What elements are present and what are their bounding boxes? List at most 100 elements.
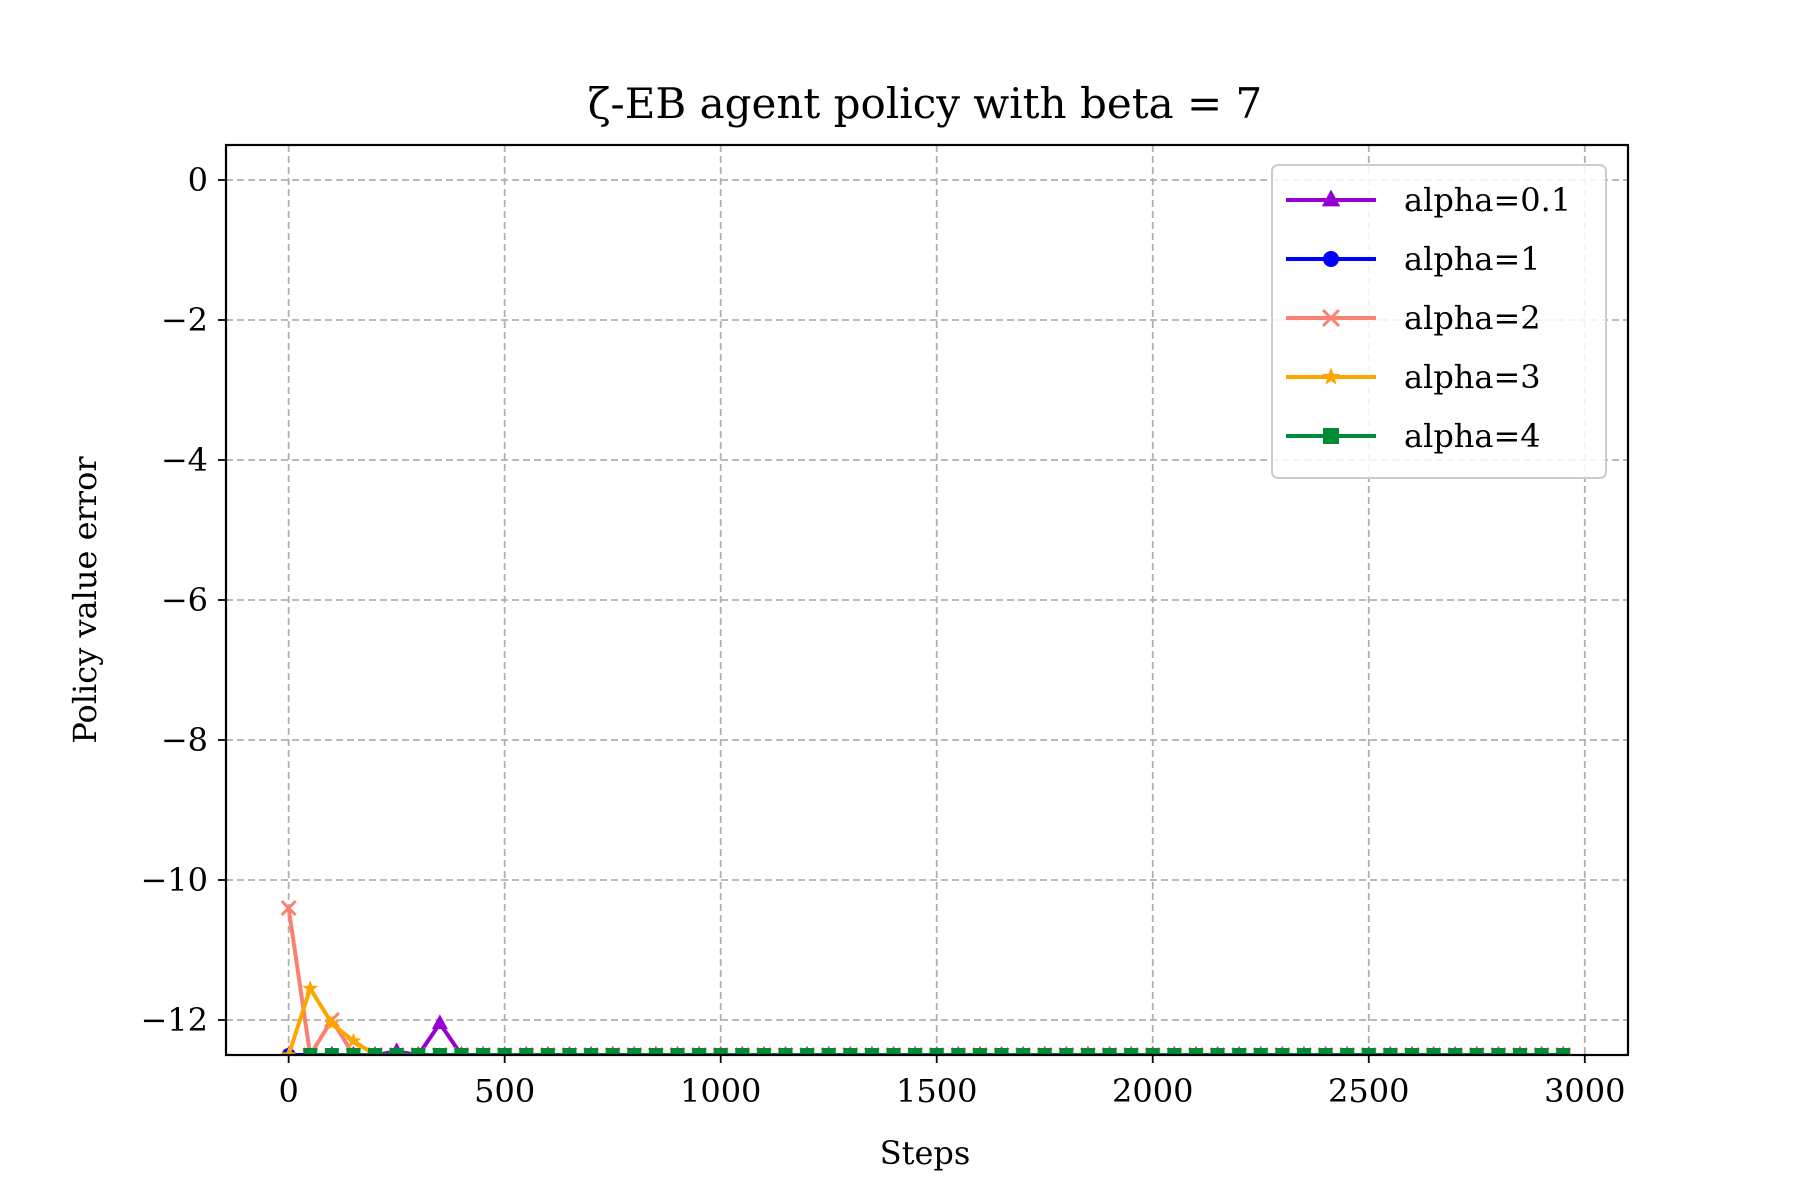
data-point [1080,1048,1095,1055]
data-point [1556,1048,1571,1055]
legend-box [1271,164,1607,479]
data-point [303,1048,318,1055]
data-point [800,1048,815,1055]
data-point [692,1048,707,1055]
data-point [519,1048,534,1055]
data-point [1404,1048,1419,1055]
data-point [562,1048,577,1055]
x-tick-label: 500 [474,1072,535,1110]
data-point [1188,1048,1203,1055]
data-point [431,1014,448,1030]
data-point [1448,1048,1463,1055]
legend-marker [1321,189,1341,207]
legend-item: alpha=0.1 [1286,181,1571,219]
data-point [756,1048,771,1055]
data-point [411,1048,426,1055]
legend-marker [1323,428,1339,444]
legend-label: alpha=4 [1404,417,1541,455]
data-point [1037,1048,1052,1055]
data-point [994,1048,1009,1055]
x-tick-label: 2000 [1112,1072,1193,1110]
data-point [1275,1048,1290,1055]
data-point [1534,1048,1549,1055]
y-tick-label: −2 [161,301,208,339]
data-point [346,1048,361,1055]
x-tick-label: 1500 [896,1072,977,1110]
data-point [368,1048,383,1055]
y-tick-label: −8 [161,721,208,759]
y-axis-ticks: 0 −2 −4 −6 −8 −10 −12 [140,161,226,1039]
legend-item: alpha=1 [1286,240,1541,278]
data-point [432,1048,447,1055]
data-point [778,1048,793,1055]
legend-marker [1321,308,1341,328]
data-point [1512,1048,1527,1055]
plot-area [280,899,1572,1055]
data-point [1469,1048,1484,1055]
data-point [821,1048,836,1055]
data-point [1426,1048,1441,1055]
data-point [1059,1048,1074,1055]
legend-label: alpha=0.1 [1404,181,1571,219]
y-axis-label: Policy value error [66,456,104,744]
y-tick-label: −4 [161,441,208,479]
data-point [1340,1048,1355,1055]
legend-item: alpha=4 [1286,417,1541,455]
data-point [713,1048,728,1055]
legend: alpha=0.1 alpha=1 alpha=2 alpha=3 alpha=4 [1271,164,1607,479]
data-point [627,1048,642,1055]
data-point [605,1048,620,1055]
data-point [1361,1048,1376,1055]
data-point [1232,1048,1247,1055]
legend-item: alpha=2 [1286,299,1541,337]
data-point [324,1048,339,1055]
data-point [302,980,319,996]
data-point [345,1032,362,1048]
y-tick-label: −10 [140,861,208,899]
data-point [280,899,297,917]
data-point [908,1048,923,1055]
x-axis-ticks: 0 500 1000 1500 2000 2500 3000 [278,1055,1626,1110]
data-point [1016,1048,1031,1055]
data-point [389,1048,404,1055]
legend-marker [1323,251,1339,267]
y-tick-label: 0 [188,161,208,199]
data-point [1145,1048,1160,1055]
data-point [476,1048,491,1055]
data-point [1253,1048,1268,1055]
legend-marker [1321,367,1341,385]
data-point [497,1048,512,1055]
data-point [1383,1048,1398,1055]
data-point [929,1048,944,1055]
y-tick-label: −6 [161,581,208,619]
grid-lines [226,145,1628,1055]
x-tick-label: 2500 [1328,1072,1409,1110]
data-point [1124,1048,1139,1055]
x-tick-label: 0 [278,1072,298,1110]
data-point [1167,1048,1182,1055]
y-tick-label: −12 [140,1001,208,1039]
data-point [540,1048,555,1055]
series-alpha=4 [303,1048,1571,1055]
data-point [735,1048,750,1055]
data-point [648,1048,663,1055]
legend-item: alpha=3 [1286,358,1541,396]
data-point [864,1048,879,1055]
legend-label: alpha=1 [1404,240,1541,278]
data-point [843,1048,858,1055]
data-point [1296,1048,1311,1055]
data-point [1318,1048,1333,1055]
legend-label: alpha=2 [1404,299,1541,337]
data-point [323,1015,340,1031]
chart-title: ζ-EB agent policy with beta = 7 [588,79,1262,128]
data-point [951,1048,966,1055]
data-point [584,1048,599,1055]
data-point [454,1048,469,1055]
data-point [1491,1048,1506,1055]
data-point [972,1048,987,1055]
data-point [886,1048,901,1055]
x-tick-label: 3000 [1544,1072,1625,1110]
data-point [670,1048,685,1055]
data-point [1210,1048,1225,1055]
